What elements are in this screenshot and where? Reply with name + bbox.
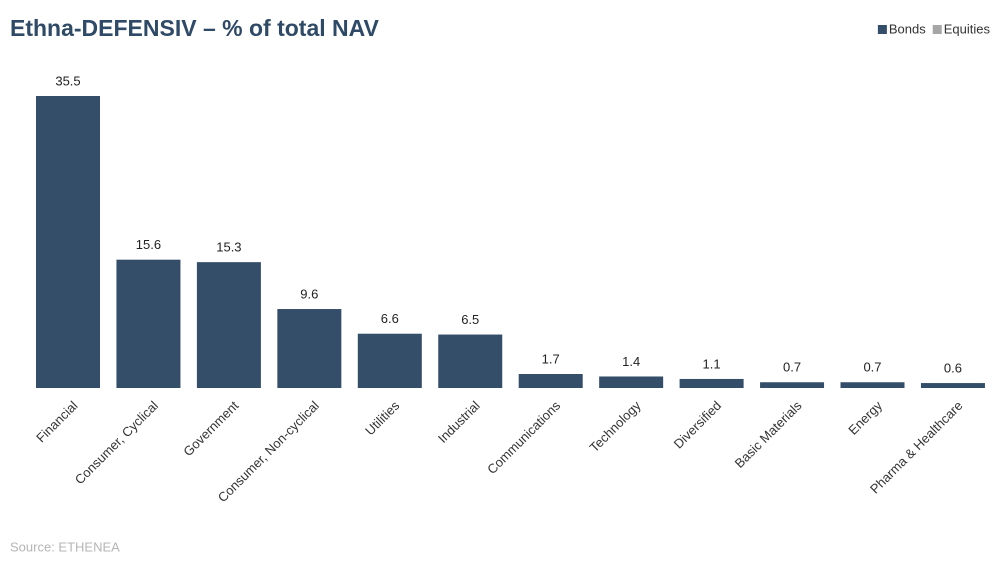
bar xyxy=(438,334,503,388)
x-tick-label: Basic Materials xyxy=(732,398,805,471)
x-tick-label: Consumer, Cyclical xyxy=(72,398,161,487)
data-label: 15.3 xyxy=(216,240,241,255)
legend-swatch xyxy=(932,25,942,34)
bar xyxy=(840,382,905,388)
bar xyxy=(920,383,985,388)
data-label: 15.6 xyxy=(136,237,161,252)
bar xyxy=(679,378,744,388)
x-tick-label: Pharma & Healthcare xyxy=(867,398,965,496)
x-tick-label: Government xyxy=(180,398,241,459)
data-label: 1.4 xyxy=(622,354,640,369)
x-tick-label: Industrial xyxy=(435,398,483,446)
x-tick-label: Communications xyxy=(484,398,563,477)
bar xyxy=(196,262,261,388)
legend-label: Bonds xyxy=(889,21,926,36)
data-label: 6.6 xyxy=(381,311,399,326)
legend-swatch xyxy=(877,25,887,34)
data-label: 1.1 xyxy=(703,356,721,371)
data-label: 1.7 xyxy=(542,351,560,366)
data-label: 0.6 xyxy=(944,361,962,376)
bar xyxy=(116,259,181,388)
x-tick-label: Financial xyxy=(33,398,80,445)
data-label: 0.7 xyxy=(863,360,881,375)
x-tick-label: Technology xyxy=(587,398,644,455)
x-tick-label: Energy xyxy=(845,398,885,438)
bar xyxy=(36,96,100,388)
bar xyxy=(518,374,583,388)
data-label: 35.5 xyxy=(55,73,80,88)
chart-title: Ethna-DEFENSIV – % of total NAV xyxy=(10,15,380,41)
source: Source: ETHENEA xyxy=(10,539,120,554)
bar xyxy=(760,382,825,388)
legend-label: Equities xyxy=(944,21,991,36)
x-tick-label: Utilities xyxy=(362,398,403,439)
bar xyxy=(277,309,342,388)
bar xyxy=(599,376,664,388)
data-label: 6.5 xyxy=(461,312,479,327)
x-tick-label: Diversified xyxy=(671,398,725,452)
data-label: 0.7 xyxy=(783,360,801,375)
bar xyxy=(357,333,422,388)
data-label: 9.6 xyxy=(300,286,318,301)
